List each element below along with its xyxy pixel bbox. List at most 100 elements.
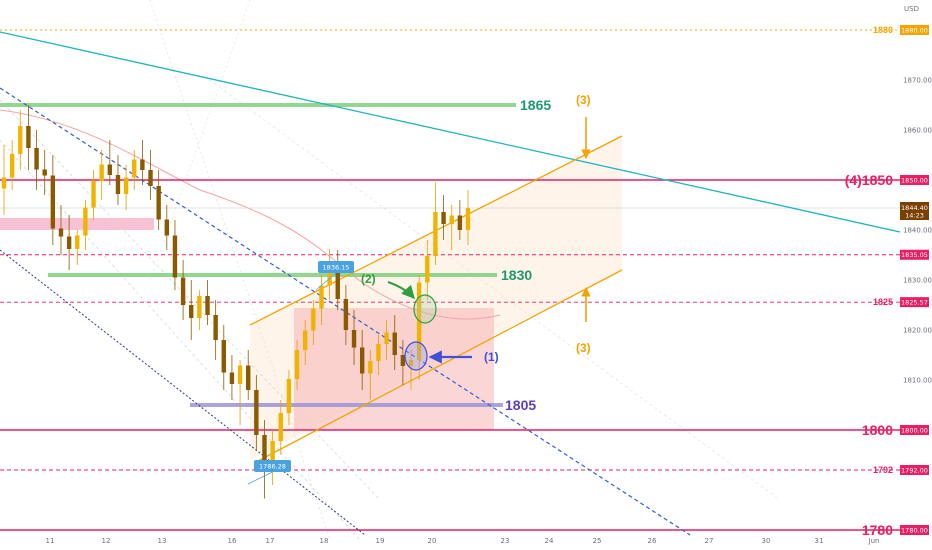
candle-body [58, 228, 64, 237]
current-price-text: 1844.40 [901, 204, 928, 212]
candle [376, 335, 381, 375]
candle-body [34, 148, 39, 170]
candle [156, 170, 161, 230]
current-price-tag [900, 202, 929, 220]
candle [189, 280, 194, 340]
candle [400, 340, 406, 385]
candle [115, 155, 121, 205]
annotation-label-2: (2) [361, 272, 376, 286]
candle [221, 325, 226, 390]
candle-body [359, 347, 365, 374]
candle [457, 200, 463, 240]
candle-body [26, 126, 31, 148]
y-tick-1810: 1810.00 [903, 377, 932, 385]
x-tick-18: 18 [320, 537, 329, 545]
candle-body [237, 365, 243, 384]
candle-body [229, 372, 235, 384]
candle [237, 360, 243, 425]
candle [1, 145, 7, 215]
point-2-marker [413, 294, 437, 324]
zone-label-1: 1830 [501, 267, 532, 283]
y-tick-1820: 1820.00 [903, 327, 932, 335]
candle [197, 290, 202, 330]
candle [75, 230, 80, 265]
candle-body [172, 235, 178, 278]
candle-body [408, 360, 414, 366]
candle-body [302, 330, 308, 350]
price-tag-text-4: 1835.05 [901, 251, 928, 259]
candle-body [197, 296, 202, 318]
candle [368, 350, 373, 400]
candle-body [99, 164, 104, 181]
level-label-8: 1780 [862, 522, 893, 538]
candle-body [376, 344, 381, 361]
x-tick-13: 13 [158, 537, 167, 545]
candle-body [392, 332, 397, 355]
x-tick-31: 31 [815, 537, 824, 545]
candle [327, 249, 332, 300]
point-1-marker [404, 341, 428, 371]
candle-body [205, 296, 210, 315]
candle [34, 130, 39, 190]
candle-body [449, 215, 454, 224]
candle-body [50, 175, 56, 229]
annotation-label-4: (3) [576, 341, 591, 355]
lower-dotted-line [0, 249, 366, 536]
candle [302, 320, 308, 365]
callout-text: 1786.28 [259, 463, 286, 471]
candle-body [75, 235, 80, 249]
currency-label: USD [904, 5, 919, 13]
callout-box [318, 261, 354, 273]
candle-body [123, 177, 129, 194]
candle [311, 300, 316, 345]
candle [123, 165, 129, 210]
candle-body [107, 164, 113, 175]
candle [294, 340, 300, 390]
candle [229, 355, 235, 400]
candle-body [286, 379, 292, 413]
candle [278, 400, 283, 455]
price-tag-8 [900, 525, 929, 535]
x-tick-16: 16 [228, 537, 237, 545]
candle-body [327, 263, 332, 286]
candle [172, 220, 178, 290]
candle [359, 330, 365, 390]
price-tag-text-3: 1850.00 [901, 176, 928, 184]
candle-body [1, 177, 7, 189]
candle-body [433, 212, 438, 256]
x-tick-25: 25 [593, 537, 602, 545]
price-tag-3 [900, 175, 929, 185]
x-tick-23: 23 [501, 537, 510, 545]
candle [140, 140, 145, 185]
candle [384, 320, 389, 360]
candle-body [384, 332, 389, 344]
candle-body [311, 308, 316, 331]
candle [205, 280, 210, 325]
candle [58, 205, 64, 255]
candle [392, 315, 397, 370]
candle-body [115, 175, 121, 194]
long-trendline [0, 31, 901, 233]
candle [42, 150, 47, 195]
price-tag-text-6: 1800.00 [901, 426, 928, 434]
price-tag-2 [900, 25, 929, 35]
x-tick-27: 27 [705, 537, 714, 545]
callout-pointer [247, 471, 273, 485]
candle-body [132, 159, 137, 178]
candle [66, 215, 72, 270]
candle [351, 310, 357, 365]
price-tag-6 [900, 425, 929, 435]
y-tick-1870: 1870.00 [903, 77, 932, 85]
moving-average-line [0, 109, 501, 320]
candle [50, 155, 56, 245]
candle-body [66, 236, 72, 249]
guide-line [0, 99, 381, 501]
candle [26, 105, 31, 170]
x-tick-11: 11 [46, 537, 55, 545]
candle-body [319, 285, 324, 309]
candle [319, 275, 324, 325]
channel-lower [255, 269, 623, 463]
x-tick-24: 24 [545, 537, 554, 545]
